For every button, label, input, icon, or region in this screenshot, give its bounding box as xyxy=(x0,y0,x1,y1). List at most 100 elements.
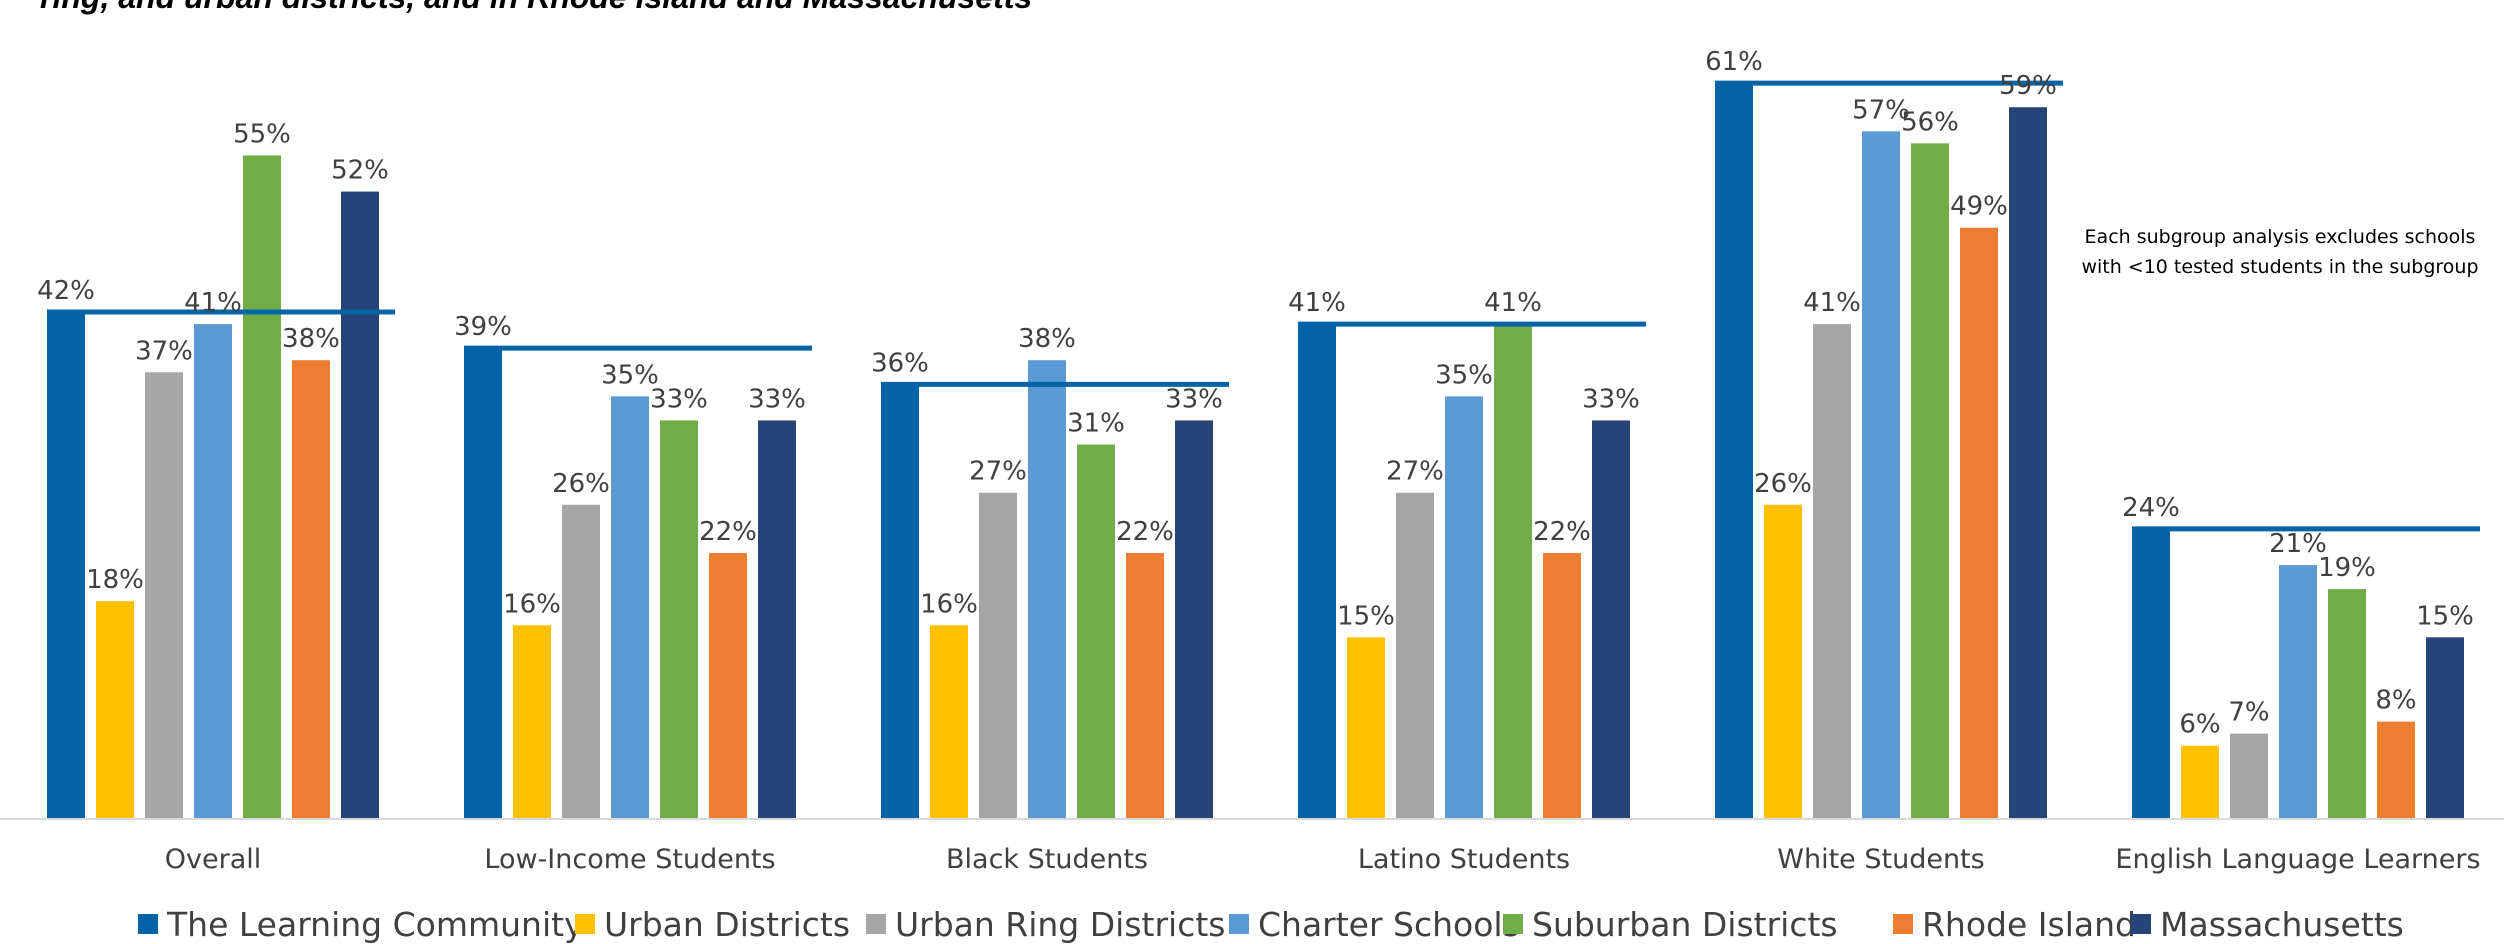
bar-urban-ring-districts-english-language-learners xyxy=(2230,733,2268,818)
value-label-suburban-districts-english-language-learners: 19% xyxy=(2318,553,2376,583)
value-label-massachusetts-white-students: 59% xyxy=(1999,71,2057,101)
bar-massachusetts-english-language-learners xyxy=(2426,637,2464,818)
bar-charter-schools-black-students xyxy=(1028,360,1066,818)
category-labels-group: Overall Low-Income Students Black Students… xyxy=(165,844,2481,875)
value-label-charter-schools-low-income-students: 35% xyxy=(601,360,659,390)
bar-charter-schools-latino-students xyxy=(1445,396,1483,818)
legend-swatch-rhode-island xyxy=(1893,914,1913,934)
value-label-urban-districts-latino-students: 15% xyxy=(1337,601,1395,631)
legend-label-charter-schools: Charter Schools xyxy=(1258,905,1520,944)
value-label-massachusetts-latino-students: 33% xyxy=(1582,384,1640,414)
value-label-urban-ring-districts-black-students: 27% xyxy=(969,457,1027,487)
value-label-urban-districts-english-language-learners: 6% xyxy=(2179,710,2220,740)
bar-massachusetts-low-income-students xyxy=(758,420,796,818)
bars-group xyxy=(47,83,2464,818)
bar-rhode-island-black-students xyxy=(1126,552,1164,818)
bar-urban-ring-districts-white-students xyxy=(1813,324,1851,818)
legend-swatch-massachusetts xyxy=(2131,914,2151,934)
bar-massachusetts-white-students xyxy=(2009,107,2047,818)
value-label-the-learning-community-low-income-students: 39% xyxy=(454,312,512,342)
bar-the-learning-community-low-income-students xyxy=(464,348,502,818)
bar-suburban-districts-black-students xyxy=(1077,444,1115,818)
value-label-massachusetts-overall: 52% xyxy=(331,156,389,186)
bar-suburban-districts-low-income-students xyxy=(660,420,698,818)
value-label-charter-schools-english-language-learners: 21% xyxy=(2269,529,2327,559)
value-label-urban-ring-districts-english-language-learners: 7% xyxy=(2228,698,2269,728)
bar-urban-districts-english-language-learners xyxy=(2181,745,2219,818)
chart-title: ring, and urban districts, and in Rhode … xyxy=(40,0,1032,15)
bar-rhode-island-english-language-learners xyxy=(2377,721,2415,818)
value-label-massachusetts-black-students: 33% xyxy=(1165,384,1223,414)
note-line-1: Each subgroup analysis excludes schools xyxy=(2085,226,2476,248)
bar-suburban-districts-overall xyxy=(243,155,281,818)
value-label-suburban-districts-white-students: 56% xyxy=(1901,107,1959,137)
value-label-urban-districts-low-income-students: 16% xyxy=(503,589,561,619)
chart-note: Each subgroup analysis excludes schools … xyxy=(2081,226,2478,278)
value-label-urban-districts-black-students: 16% xyxy=(920,589,978,619)
reference-lines-group xyxy=(47,80,2480,532)
bar-urban-districts-overall xyxy=(96,601,134,818)
bar-suburban-districts-latino-students xyxy=(1494,324,1532,818)
bar-charter-schools-overall xyxy=(194,324,232,818)
value-labels-group: 42% 18% 37% 41% 55% 38% 52% 39% 16% 26% 35% 33% 22% 3… xyxy=(37,47,2474,740)
value-label-charter-schools-white-students: 57% xyxy=(1852,95,1910,125)
value-label-massachusetts-low-income-students: 33% xyxy=(748,384,806,414)
bar-massachusetts-overall xyxy=(341,191,379,818)
value-label-the-learning-community-white-students: 61% xyxy=(1705,47,1763,77)
bar-rhode-island-latino-students xyxy=(1543,552,1581,818)
value-label-urban-ring-districts-overall: 37% xyxy=(135,336,193,366)
value-label-rhode-island-low-income-students: 22% xyxy=(699,517,757,547)
legend-label-rhode-island: Rhode Island xyxy=(1922,905,2136,944)
value-label-rhode-island-overall: 38% xyxy=(282,324,340,354)
category-label-overall: Overall xyxy=(165,844,262,875)
legend: The Learning Community Urban Districts Urb… xyxy=(138,905,2404,944)
bar-suburban-districts-english-language-learners xyxy=(2328,589,2366,818)
bar-massachusetts-latino-students xyxy=(1592,420,1630,818)
category-label-low-income-students: Low-Income Students xyxy=(484,844,775,875)
value-label-rhode-island-white-students: 49% xyxy=(1950,192,2008,222)
value-label-charter-schools-latino-students: 35% xyxy=(1435,360,1493,390)
legend-label-urban-districts: Urban Districts xyxy=(604,905,850,944)
bar-charter-schools-white-students xyxy=(1862,131,1900,818)
value-label-urban-districts-overall: 18% xyxy=(86,565,144,595)
bar-charter-schools-english-language-learners xyxy=(2279,565,2317,818)
legend-swatch-urban-ring-districts xyxy=(866,914,886,934)
value-label-rhode-island-black-students: 22% xyxy=(1116,517,1174,547)
bar-rhode-island-overall xyxy=(292,360,330,818)
value-label-urban-ring-districts-latino-students: 27% xyxy=(1386,457,1444,487)
category-label-latino-students: Latino Students xyxy=(1358,844,1570,875)
bar-urban-districts-black-students xyxy=(930,625,968,818)
value-label-urban-ring-districts-low-income-students: 26% xyxy=(552,469,610,499)
value-label-the-learning-community-black-students: 36% xyxy=(871,348,929,378)
bar-the-learning-community-latino-students xyxy=(1298,324,1336,818)
legend-swatch-suburban-districts xyxy=(1503,914,1523,934)
bar-charter-schools-low-income-students xyxy=(611,396,649,818)
legend-swatch-the-learning-community xyxy=(138,914,158,934)
legend-label-the-learning-community: The Learning Community xyxy=(166,905,584,944)
bar-urban-districts-latino-students xyxy=(1347,637,1385,818)
value-label-suburban-districts-overall: 55% xyxy=(233,119,291,149)
bar-rhode-island-white-students xyxy=(1960,227,1998,818)
value-label-massachusetts-english-language-learners: 15% xyxy=(2416,601,2474,631)
value-label-the-learning-community-overall: 42% xyxy=(37,276,95,306)
bar-urban-districts-white-students xyxy=(1764,504,1802,818)
bar-the-learning-community-white-students xyxy=(1715,83,1753,818)
bar-urban-ring-districts-low-income-students xyxy=(562,504,600,818)
bar-rhode-island-low-income-students xyxy=(709,552,747,818)
value-label-rhode-island-english-language-learners: 8% xyxy=(2375,686,2416,716)
bar-the-learning-community-english-language-learners xyxy=(2132,528,2170,818)
value-label-the-learning-community-english-language-learners: 24% xyxy=(2122,493,2180,523)
value-label-urban-ring-districts-white-students: 41% xyxy=(1803,288,1861,318)
bar-suburban-districts-white-students xyxy=(1911,143,1949,818)
value-label-urban-districts-white-students: 26% xyxy=(1754,469,1812,499)
bar-urban-districts-low-income-students xyxy=(513,625,551,818)
category-label-white-students: White Students xyxy=(1777,844,1984,875)
bar-urban-ring-districts-overall xyxy=(145,372,183,818)
bar-the-learning-community-black-students xyxy=(881,384,919,818)
category-label-black-students: Black Students xyxy=(946,844,1148,875)
value-label-suburban-districts-latino-students: 41% xyxy=(1484,288,1542,318)
note-line-2: with <10 tested students in the subgroup xyxy=(2081,256,2478,278)
value-label-rhode-island-latino-students: 22% xyxy=(1533,517,1591,547)
bar-the-learning-community-overall xyxy=(47,312,85,818)
